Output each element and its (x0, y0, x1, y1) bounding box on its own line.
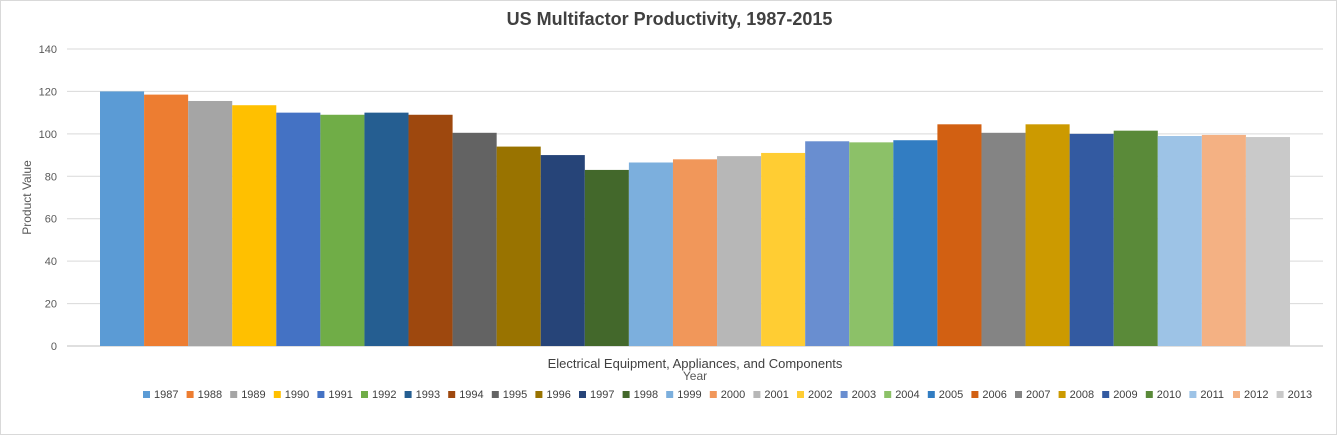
legend-swatch-1992 (361, 391, 368, 398)
y-axis-label: Product Value (20, 160, 34, 235)
legend-label-1989: 1989 (241, 389, 265, 401)
y-tick-label: 80 (45, 171, 57, 183)
bar-1987 (100, 91, 145, 346)
y-tick-label: 100 (39, 129, 57, 141)
legend-label-2007: 2007 (1026, 389, 1050, 401)
bar-1992 (320, 114, 365, 346)
legend-label-2006: 2006 (982, 389, 1006, 401)
legend-swatch-2009 (1102, 391, 1110, 398)
bar-2011 (1157, 135, 1202, 346)
legend-label-1997: 1997 (590, 389, 614, 401)
legend-label-1987: 1987 (154, 389, 178, 401)
y-tick-label: 120 (39, 86, 57, 98)
legend-swatch-1997 (579, 391, 586, 398)
legend-swatch-1991 (317, 391, 325, 398)
bar-2006 (937, 124, 982, 346)
y-tick-label: 140 (39, 44, 57, 56)
legend-label-2001: 2001 (764, 389, 788, 401)
legend-label-2012: 2012 (1244, 389, 1268, 401)
legend-label-1991: 1991 (328, 389, 352, 401)
legend-label-1992: 1992 (372, 389, 396, 401)
legend-label-2003: 2003 (852, 389, 876, 401)
legend-label-2013: 2013 (1288, 389, 1312, 401)
legend-label-1995: 1995 (503, 389, 527, 401)
bar-1994 (408, 114, 453, 346)
x-axis-label: Year (683, 369, 707, 383)
legend-swatch-2013 (1276, 391, 1284, 398)
bar-2003 (805, 141, 850, 346)
legend-label-2000: 2000 (721, 389, 745, 401)
legend-swatch-2012 (1233, 391, 1240, 398)
bar-1991 (276, 112, 321, 347)
legend-swatch-2007 (1015, 391, 1022, 398)
bar-2005 (893, 140, 938, 346)
bar-1988 (144, 94, 189, 346)
y-tick-label: 40 (45, 256, 57, 268)
legend-swatch-2001 (753, 391, 761, 398)
legend-swatch-2000 (709, 391, 717, 398)
legend-swatch-2003 (840, 391, 848, 398)
legend-label-2005: 2005 (939, 389, 963, 401)
bar-1996 (496, 146, 541, 346)
chart-title: US Multifactor Productivity, 1987-2015 (506, 9, 833, 29)
legend-label-2002: 2002 (808, 389, 832, 401)
legend-swatch-1995 (491, 391, 499, 398)
legend-label-1994: 1994 (459, 389, 483, 401)
legend-label-2008: 2008 (1070, 389, 1094, 401)
y-tick-label: 60 (45, 214, 57, 226)
legend-label-1990: 1990 (285, 389, 309, 401)
legend-swatch-1988 (186, 391, 194, 398)
y-tick-label: 0 (51, 341, 57, 353)
legend-swatch-1994 (448, 391, 456, 398)
bar-1998 (584, 169, 629, 346)
bar-1999 (628, 162, 673, 346)
bar-2004 (849, 142, 894, 346)
bar-2010 (1113, 130, 1158, 346)
legend-swatch-1990 (273, 391, 281, 398)
bar-1990 (232, 105, 277, 346)
legend-label-1999: 1999 (677, 389, 701, 401)
bar-2000 (672, 159, 718, 346)
legend-swatch-1993 (404, 391, 412, 398)
bar-2007 (981, 132, 1026, 346)
bar-1993 (364, 112, 409, 347)
legend-label-1996: 1996 (546, 389, 570, 401)
legend-swatch-1999 (666, 391, 674, 398)
legend-swatch-2005 (927, 391, 935, 398)
legend-label-2004: 2004 (895, 389, 919, 401)
bar-2012 (1201, 134, 1246, 346)
legend-swatch-2006 (971, 391, 979, 398)
bar-1995 (452, 132, 497, 346)
legend-label-1988: 1988 (198, 389, 222, 401)
bar-2009 (1069, 133, 1114, 346)
legend-swatch-2002 (797, 391, 804, 398)
legend-label-1998: 1998 (634, 389, 658, 401)
bar-1997 (540, 155, 585, 346)
legend-label-2009: 2009 (1113, 389, 1137, 401)
y-tick-label: 20 (45, 299, 57, 311)
legend-label-2011: 2011 (1200, 389, 1224, 401)
legend-swatch-1996 (535, 391, 543, 398)
bar-1989 (188, 100, 233, 346)
legend-swatch-1998 (622, 391, 630, 398)
legend-swatch-1987 (143, 391, 150, 398)
legend-label-1993: 1993 (416, 389, 440, 401)
legend-label-2010: 2010 (1157, 389, 1181, 401)
legend-swatch-1989 (230, 391, 238, 398)
legend-swatch-2004 (884, 391, 892, 398)
bar-2001 (717, 156, 762, 346)
legend-swatch-2008 (1058, 391, 1066, 398)
bar-2002 (761, 152, 806, 346)
bar-2008 (1025, 124, 1070, 346)
legend-swatch-2011 (1189, 391, 1197, 398)
category-label: Electrical Equipment, Appliances, and Co… (548, 356, 843, 371)
legend-swatch-2010 (1145, 391, 1153, 398)
bar-2013 (1245, 137, 1290, 346)
